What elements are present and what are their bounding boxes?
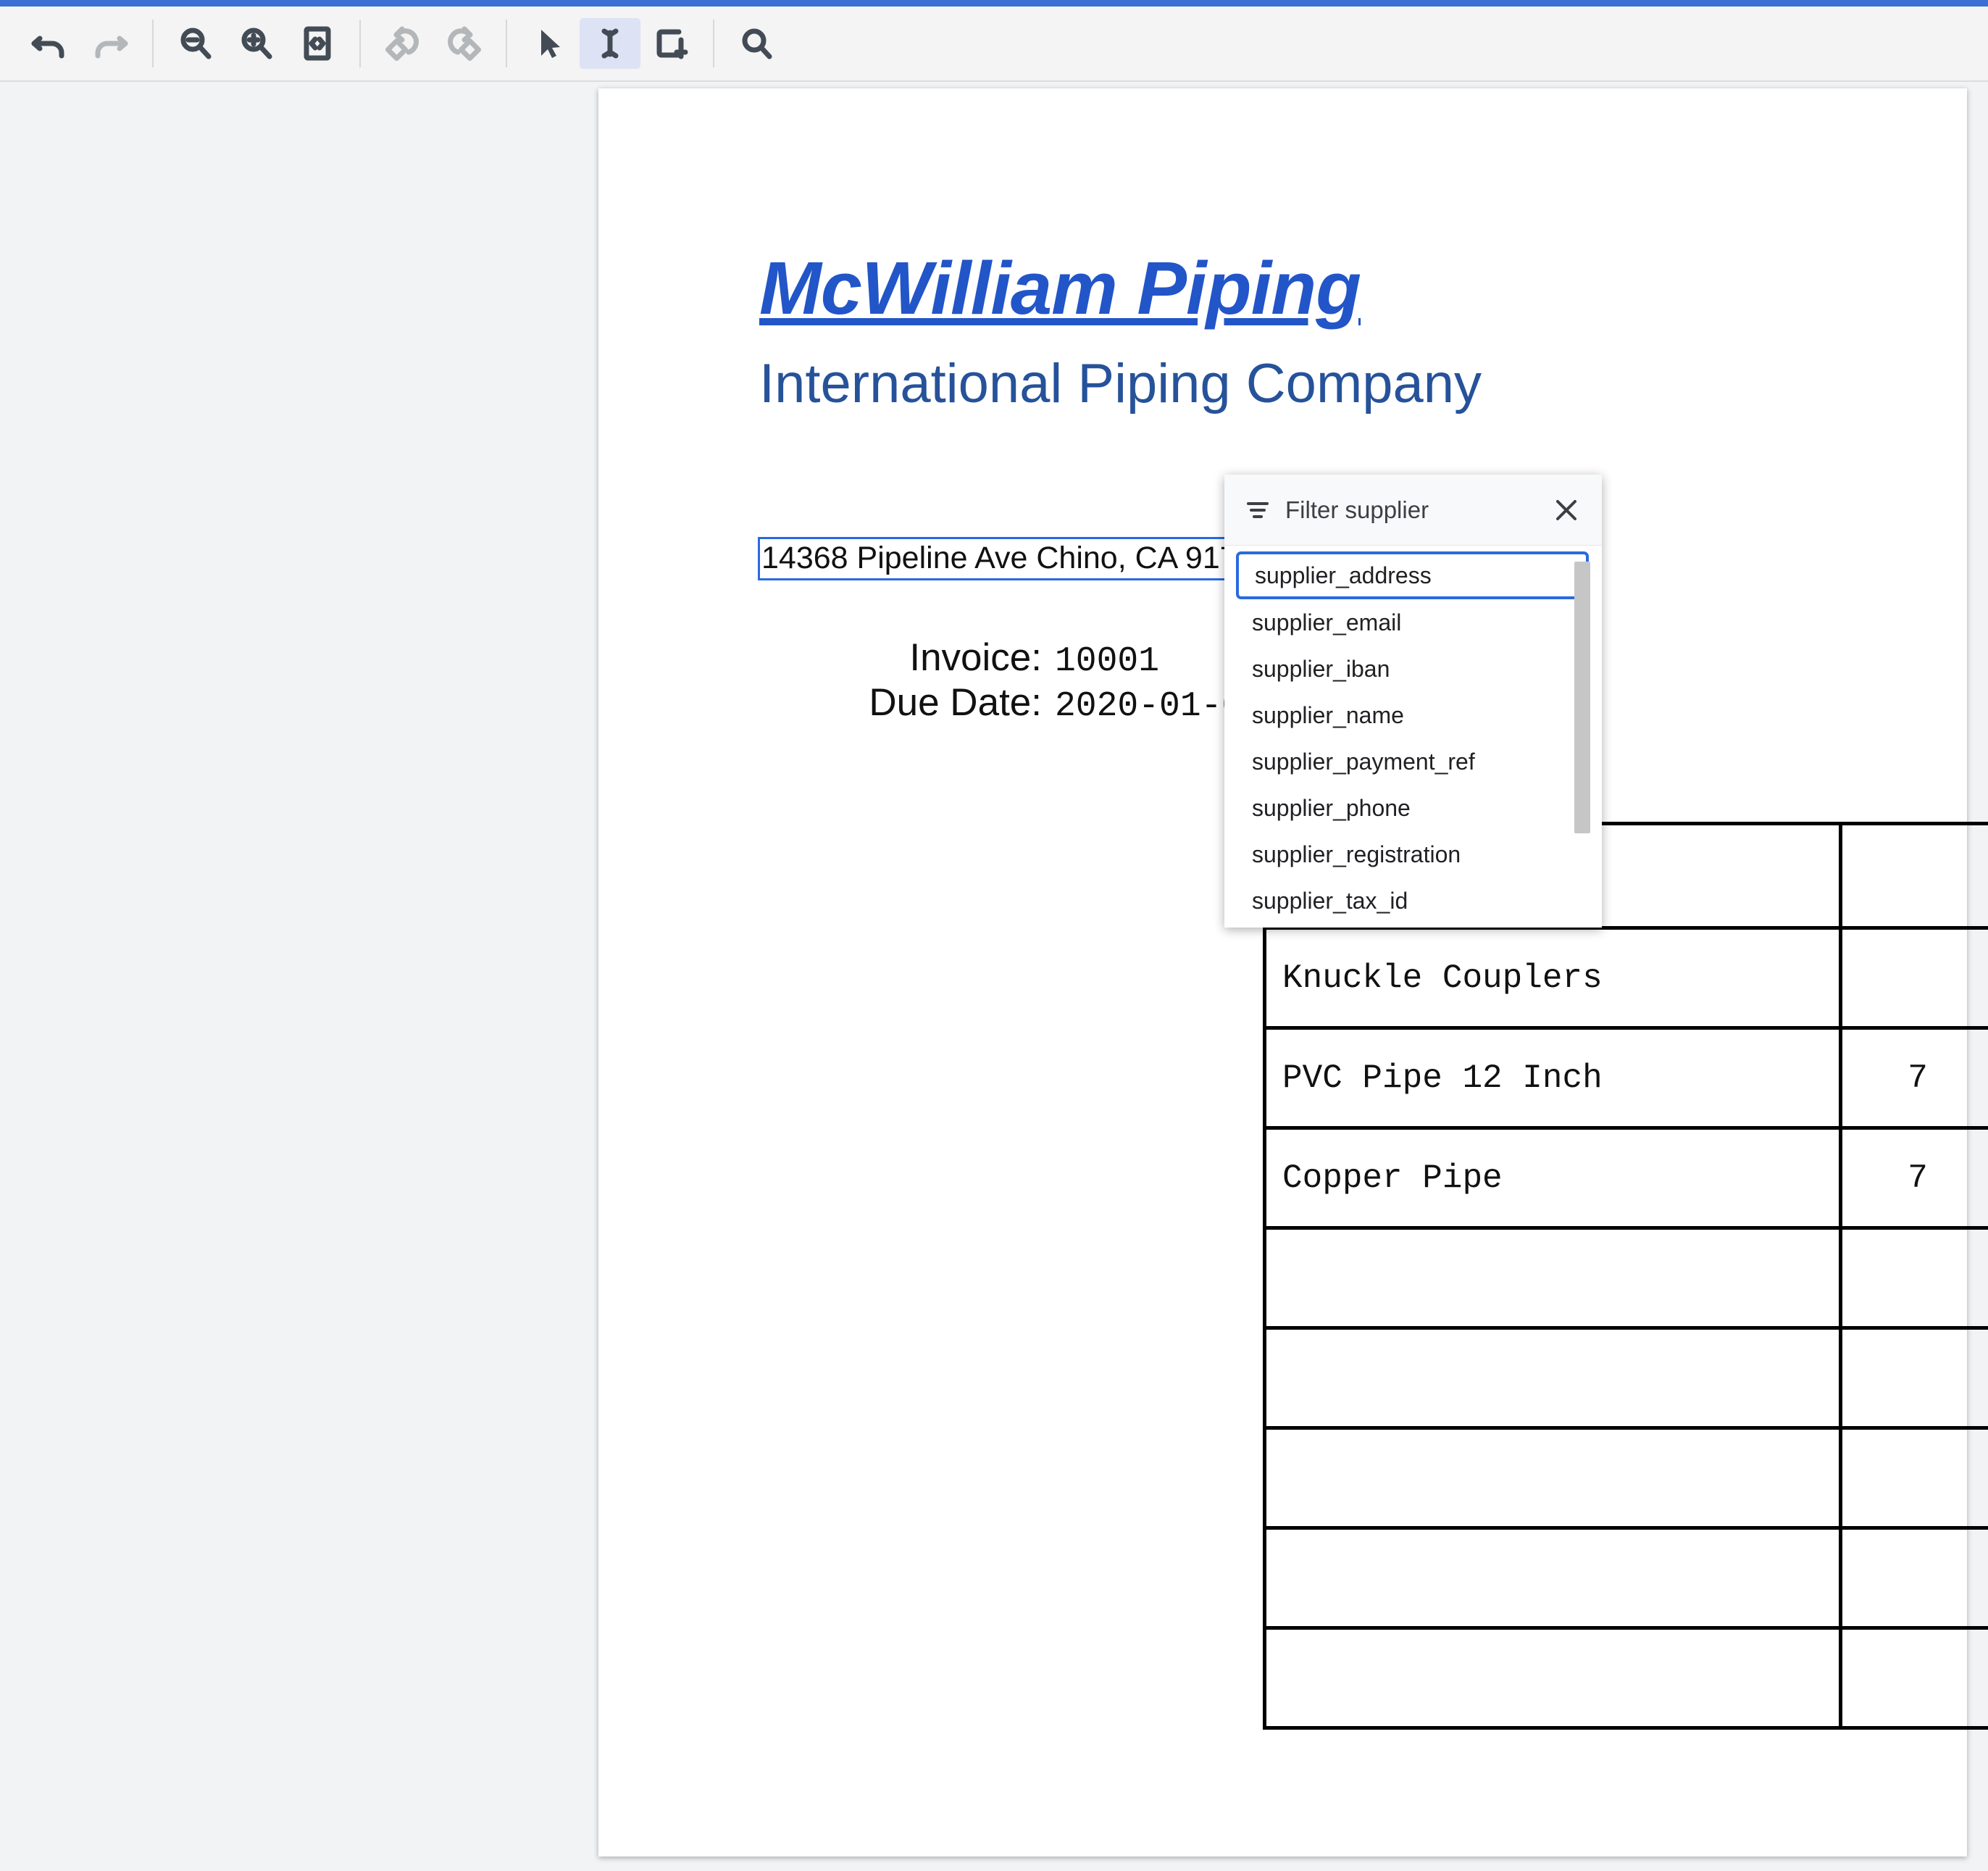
rotate-left-button[interactable] xyxy=(372,18,433,69)
filter-option-supplier-payment-ref[interactable]: supplier_payment_ref xyxy=(1252,748,1475,775)
add-region-tool-button[interactable] xyxy=(640,18,701,69)
table-row[interactable] xyxy=(1263,1326,1988,1430)
toolbar-group-search xyxy=(726,6,787,81)
invoice-meta: Invoice: 10001 Due Date: 2020-01-02 xyxy=(759,636,1266,726)
toolbar-divider xyxy=(713,20,714,67)
cell-item[interactable]: Knuckle Couplers xyxy=(1263,926,1842,1030)
cell-blank xyxy=(1263,1626,1842,1730)
cell-blank xyxy=(1839,1626,1988,1730)
search-button[interactable] xyxy=(726,18,787,69)
text-select-tool-button[interactable] xyxy=(580,18,640,69)
filter-icon xyxy=(1247,501,1269,518)
filter-supplier-popup[interactable]: Filter supplier supplier_address supplie… xyxy=(1224,475,1602,928)
company-address-selected[interactable]: 14368 Pipeline Ave Chino, CA 91710 xyxy=(758,537,1276,580)
rotate-cw-icon xyxy=(448,26,482,62)
toolbar-divider xyxy=(152,20,154,67)
cell-item[interactable] xyxy=(1263,1326,1842,1430)
filter-option-list[interactable]: supplier_address supplier_email supplier… xyxy=(1224,546,1602,928)
filter-option-supplier-name[interactable]: supplier_name xyxy=(1252,701,1404,728)
filter-option-supplier-iban[interactable]: supplier_iban xyxy=(1252,655,1390,682)
summary-row-total[interactable]: Total $1,533.14 xyxy=(1263,1626,1988,1730)
cell-blank xyxy=(1839,1526,1988,1630)
toolbar-group-history xyxy=(19,6,141,81)
filter-list-scrollbar[interactable] xyxy=(1574,553,1596,915)
table-row[interactable]: PVC Pipe 12 Inch 7 $15.90 $111.30 xyxy=(1263,1026,1988,1130)
cell-quantity[interactable] xyxy=(1839,926,1988,1030)
undo-icon xyxy=(31,36,64,59)
zoom-out-icon xyxy=(180,28,212,59)
toolbar-group-rotate xyxy=(372,6,494,81)
fit-width-icon xyxy=(304,26,331,61)
cell-item[interactable]: PVC Pipe 12 Inch xyxy=(1263,1026,1842,1130)
close-icon[interactable] xyxy=(1550,493,1583,527)
cell-quantity[interactable] xyxy=(1839,1226,1988,1330)
top-accent-bar xyxy=(0,0,1988,7)
company-title: McWilliam Piping xyxy=(759,246,1361,330)
toolbar xyxy=(0,7,1988,82)
cell-blank xyxy=(1263,1426,1842,1530)
table-row[interactable]: Copper Pipe 7 $91.20 $638.40 xyxy=(1263,1126,1988,1230)
toolbar-divider xyxy=(506,20,507,67)
column-header-quantity xyxy=(1839,822,1988,930)
search-icon xyxy=(742,28,772,59)
cell-item[interactable] xyxy=(1263,1226,1842,1330)
zoom-in-button[interactable] xyxy=(226,18,287,69)
filter-option-supplier-email[interactable]: supplier_email xyxy=(1252,609,1402,636)
cell-item[interactable]: Copper Pipe xyxy=(1263,1126,1842,1230)
rotate-ccw-icon xyxy=(385,26,419,62)
filter-popup-title: Filter supplier xyxy=(1285,496,1429,523)
filter-popup-header: Filter supplier xyxy=(1224,475,1602,546)
cell-quantity[interactable]: 7 xyxy=(1839,1026,1988,1130)
text-select-icon xyxy=(601,28,619,59)
filter-option-supplier-phone[interactable]: supplier_phone xyxy=(1252,794,1411,821)
due-date-label: Due Date: xyxy=(869,681,1042,724)
cell-quantity[interactable] xyxy=(1839,1326,1988,1430)
document-page[interactable]: McWilliam Piping International Piping Co… xyxy=(598,88,1988,1857)
due-date-row: Due Date: 2020-01-02 xyxy=(759,680,1266,726)
invoice-value[interactable]: 10001 xyxy=(1055,642,1160,681)
invoice-number-row: Invoice: 10001 xyxy=(759,636,1266,681)
address-selection-wrap: 14368 Pipeline Ave Chino, CA 91710 xyxy=(758,537,1276,580)
cell-blank xyxy=(1839,1426,1988,1530)
rotate-right-button[interactable] xyxy=(433,18,494,69)
invoice-table-body: Knuckle Couplers $669.87 PVC Pipe 12 Inc… xyxy=(1263,926,1988,1730)
zoom-in-icon xyxy=(241,28,272,59)
redo-icon xyxy=(95,36,128,59)
table-row[interactable] xyxy=(1263,1226,1988,1330)
invoice-label: Invoice: xyxy=(909,636,1042,679)
toolbar-divider xyxy=(359,20,361,67)
zoom-out-button[interactable] xyxy=(165,18,226,69)
undo-button[interactable] xyxy=(19,18,80,69)
filter-option-supplier-tax-id[interactable]: supplier_tax_id xyxy=(1252,887,1408,914)
table-row[interactable]: Knuckle Couplers $669.87 xyxy=(1263,926,1988,1030)
cursor-icon xyxy=(541,30,560,58)
invoice-table: Item Cost Knuckle Couplers $669.87 PVC P… xyxy=(1263,822,1988,1730)
cell-quantity[interactable]: 7 xyxy=(1839,1126,1988,1230)
filter-list-scroll-thumb[interactable] xyxy=(1574,562,1590,833)
company-subtitle: International Piping Company xyxy=(759,353,1482,414)
summary-row-tax[interactable]: Tax $113.57 xyxy=(1263,1526,1988,1630)
toolbar-group-zoom xyxy=(165,6,348,81)
summary-row-subtotal[interactable]: Subtotal $1,419.57 xyxy=(1263,1426,1988,1530)
fit-width-button[interactable] xyxy=(287,18,348,69)
cursor-tool-button[interactable] xyxy=(519,18,580,69)
cell-blank xyxy=(1263,1526,1842,1630)
redo-button[interactable] xyxy=(80,18,141,69)
filter-option-supplier-address[interactable]: supplier_address xyxy=(1236,551,1589,599)
filter-option-supplier-registration[interactable]: supplier_registration xyxy=(1252,841,1461,867)
add-region-icon xyxy=(656,29,688,59)
toolbar-group-tools xyxy=(519,6,701,81)
